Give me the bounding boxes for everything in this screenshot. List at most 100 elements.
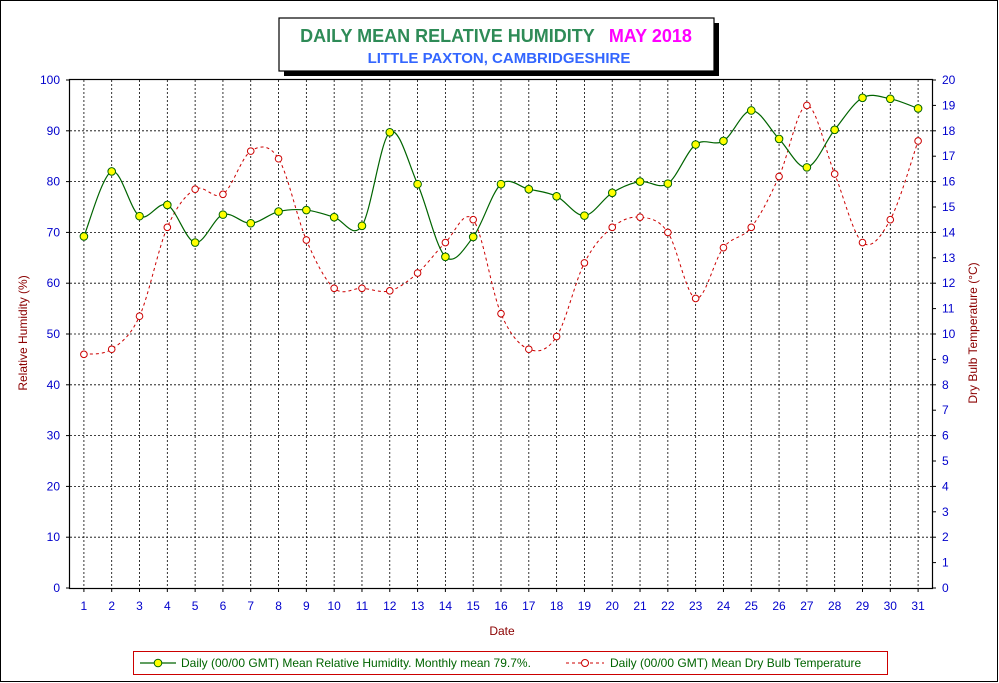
- y-tick-label: 80: [47, 175, 61, 189]
- x-tick-label: 11: [356, 599, 369, 613]
- temperature-point: [858, 238, 867, 247]
- y-tick-label: 50: [47, 327, 61, 341]
- temperature-point: [719, 243, 728, 252]
- y2-tick-label: 16: [942, 175, 956, 189]
- temperature-point: [219, 190, 227, 199]
- gridlines: [70, 80, 932, 588]
- x-tick-label: 10: [327, 599, 341, 613]
- temperature-point: [107, 345, 116, 354]
- humidity-point: [552, 192, 561, 201]
- y2-tick-label: 9: [942, 352, 949, 366]
- temperature-point: [830, 170, 839, 178]
- y2-tick-label: 15: [942, 200, 956, 214]
- humidity-point: [774, 134, 784, 144]
- temperature-point: [80, 350, 88, 359]
- temperature-point: [525, 345, 533, 354]
- x-tick-label: 29: [856, 599, 870, 613]
- temperature-point: [358, 284, 366, 293]
- x-tick-label: 3: [136, 599, 143, 613]
- x-tick-label: 21: [633, 599, 647, 613]
- x-tick-label: 31: [911, 599, 925, 613]
- humidity-point: [274, 207, 283, 216]
- humidity-point: [385, 128, 395, 137]
- temperature-point: [246, 147, 255, 155]
- x-axis-label: Date: [489, 624, 515, 638]
- x-tick-label: 23: [689, 599, 703, 613]
- x-tick-label: 13: [411, 599, 425, 613]
- humidity-point: [719, 136, 728, 146]
- humidity-point: [79, 232, 89, 241]
- legend-label-temperature: Daily (00/00 GMT) Mean Dry Bulb Temperat…: [610, 656, 862, 670]
- legend-entry-temperature: Daily (00/00 GMT) Mean Dry Bulb Temperat…: [566, 656, 862, 670]
- humidity-point: [830, 125, 839, 135]
- y-tick-label: 40: [47, 378, 61, 392]
- y2-tick-label: 12: [942, 276, 956, 290]
- y-tick-label: 90: [47, 124, 61, 138]
- x-tick-label: 12: [383, 599, 397, 613]
- y2-tick-label: 10: [942, 327, 956, 341]
- y2-tick-label: 8: [942, 378, 949, 392]
- y-tick-label: 100: [40, 73, 60, 87]
- x-tick-label: 26: [772, 599, 786, 613]
- y2-tick-label: 13: [942, 251, 956, 265]
- x-tick-label: 27: [800, 599, 814, 613]
- humidity-point: [163, 200, 172, 210]
- x-tick-label: 15: [467, 599, 481, 613]
- x-tick-label: 2: [108, 599, 115, 613]
- y-tick-label: 70: [47, 225, 61, 239]
- x-tick-label: 17: [522, 599, 536, 613]
- humidity-point: [302, 205, 311, 215]
- humidity-point: [357, 221, 367, 231]
- y2-tick-label: 14: [942, 225, 956, 239]
- y2-tick-label: 19: [942, 98, 956, 112]
- y2-tick-label: 18: [942, 124, 956, 138]
- x-tick-label: 28: [828, 599, 842, 613]
- temperature-point: [135, 312, 144, 321]
- humidity-point: [607, 188, 617, 198]
- humidity-point: [190, 238, 200, 247]
- humidity-point: [885, 94, 895, 104]
- temperature-point: [747, 223, 756, 232]
- temperature-point: [274, 154, 283, 163]
- temperature-point: [441, 238, 450, 247]
- y2-tick-label: 7: [942, 403, 949, 417]
- temperature-point: [552, 332, 561, 341]
- x-tick-label: 5: [192, 599, 199, 613]
- chart-title: DAILY MEAN RELATIVE HUMIDITY MAY 2018: [300, 26, 692, 46]
- temperature-point: [413, 269, 422, 277]
- humidity-point: [468, 232, 478, 242]
- y2-tick-label: 2: [942, 530, 949, 544]
- x-tick-label: 14: [439, 599, 453, 613]
- legend-marker-temperature: [581, 659, 589, 667]
- humidity-point: [441, 252, 450, 262]
- humidity-point: [858, 93, 867, 103]
- temperature-point: [163, 223, 172, 232]
- temperature-point: [191, 185, 199, 194]
- humidity-point: [524, 184, 534, 194]
- temperature-point: [664, 228, 672, 237]
- y2-tick-label: 6: [942, 429, 949, 443]
- x-tick-label: 19: [578, 599, 592, 613]
- x-tick-label: 8: [275, 599, 282, 613]
- humidity-point: [913, 104, 923, 113]
- x-tick-label: 1: [81, 599, 88, 613]
- humidity-point: [802, 163, 812, 172]
- humidity-point: [580, 211, 589, 220]
- y2-axis-label: Dry Bulb Temperature (°C): [966, 262, 980, 403]
- humidity-point: [663, 179, 673, 188]
- humidity-point: [246, 218, 256, 228]
- x-tick-label: 7: [247, 599, 254, 613]
- title-box: [278, 17, 715, 72]
- series-layer: [79, 93, 923, 359]
- legend-marker-humidity: [153, 658, 163, 668]
- temperature-point: [497, 309, 505, 318]
- y2-tick-label: 1: [942, 556, 949, 570]
- x-tick-label: 18: [550, 599, 564, 613]
- y2-tick-label: 11: [942, 302, 955, 316]
- y2-tick-label: 4: [942, 479, 949, 493]
- temperature-point: [469, 215, 477, 224]
- humidity-point: [218, 210, 228, 219]
- humidity-point: [746, 106, 756, 115]
